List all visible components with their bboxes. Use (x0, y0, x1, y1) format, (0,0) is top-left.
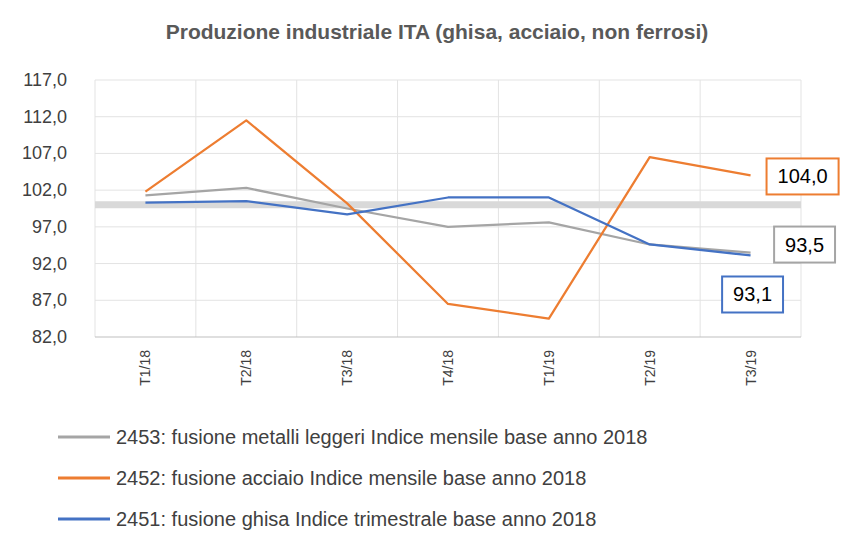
grid-line-vertical (801, 80, 802, 337)
y-tick-label: 97,0 (32, 217, 67, 237)
x-tick-label: T3/18 (339, 350, 355, 386)
y-tick-label: 92,0 (32, 254, 67, 274)
data-label-box (774, 227, 835, 263)
legend-label: 2452: fusione acciaio Indice mensile bas… (116, 467, 586, 489)
x-tick-label: T4/18 (440, 350, 456, 386)
grid-line-vertical (700, 80, 701, 337)
grid-line (95, 80, 801, 81)
x-tick-label: T1/18 (137, 350, 153, 386)
data-label: 93,1 (733, 283, 772, 305)
title-line: Produzione industriale ITA (ghisa, accia… (166, 20, 709, 43)
legend-swatch (58, 518, 110, 521)
grid-line-vertical (599, 80, 600, 337)
series-line (145, 120, 750, 318)
chart: Produzione industriale ITA (ghisa, accia… (0, 0, 860, 552)
data-label-box (767, 158, 839, 194)
grid-line-vertical (95, 80, 96, 337)
data-label-box (722, 276, 783, 312)
title: Produzione industriale ITA (ghisa, accia… (166, 20, 709, 43)
grid-line-vertical (195, 80, 196, 337)
legend-label: 2453: fusione metalli leggeri Indice men… (116, 426, 647, 448)
grid-line-vertical (498, 80, 499, 337)
series-line (145, 197, 750, 255)
legend-swatch (58, 477, 110, 480)
legend-label: 2451: fusione ghisa Indice trimestrale b… (116, 508, 596, 530)
grid-line (95, 263, 801, 264)
y-tick-label: 82,0 (32, 327, 67, 347)
x-tick-label: T3/19 (743, 350, 759, 386)
data-label: 93,5 (785, 234, 824, 256)
background (0, 0, 860, 552)
grid-line (95, 116, 801, 117)
legend-swatch (58, 436, 110, 439)
plot-lines (145, 120, 750, 318)
y-tick-label: 102,0 (22, 180, 67, 200)
y-tick-label: 117,0 (23, 70, 67, 90)
y-tick-label: 107,0 (22, 143, 67, 163)
grid-line (95, 300, 801, 301)
x-tick-label: T2/19 (642, 350, 658, 386)
x-tick-label: T2/18 (238, 350, 254, 386)
grid-line (95, 337, 801, 338)
data-label: 104,0 (778, 165, 828, 187)
y-tick-label: 87,0 (32, 290, 67, 310)
grid-line-vertical (397, 80, 398, 337)
y-tick-label: 112,0 (23, 107, 67, 127)
x-tick-label: T1/19 (541, 350, 557, 386)
